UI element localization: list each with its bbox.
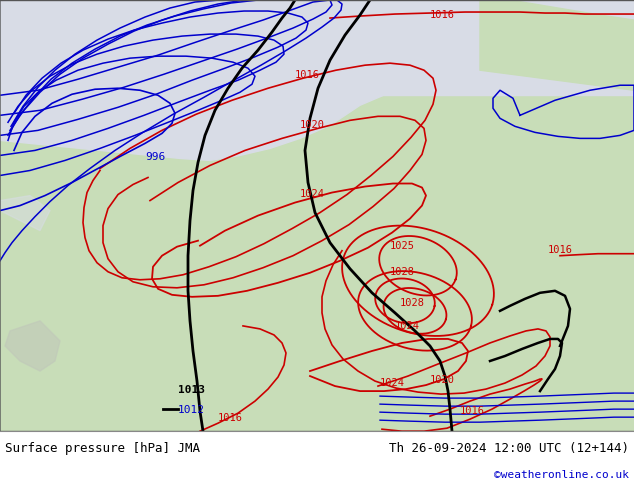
- Text: 1016: 1016: [430, 10, 455, 20]
- Text: 1020: 1020: [430, 375, 455, 385]
- Text: Th 26-09-2024 12:00 UTC (12+144): Th 26-09-2024 12:00 UTC (12+144): [389, 442, 629, 455]
- Text: 1028: 1028: [390, 267, 415, 277]
- Polygon shape: [5, 321, 60, 371]
- Text: 996: 996: [145, 152, 165, 163]
- Text: 1016: 1016: [295, 70, 320, 80]
- Polygon shape: [0, 0, 634, 160]
- Text: ©weatheronline.co.uk: ©weatheronline.co.uk: [494, 470, 629, 480]
- Text: 1025: 1025: [390, 241, 415, 251]
- Polygon shape: [480, 0, 634, 90]
- Text: 1020: 1020: [300, 121, 325, 130]
- Polygon shape: [0, 196, 50, 231]
- Text: 1016: 1016: [218, 413, 243, 423]
- Text: Surface pressure [hPa] JMA: Surface pressure [hPa] JMA: [5, 442, 200, 455]
- Text: 1012: 1012: [178, 405, 205, 415]
- Text: 1016: 1016: [548, 245, 573, 255]
- Text: 1016: 1016: [460, 406, 485, 416]
- Text: 1024: 1024: [300, 189, 325, 198]
- Text: 1024: 1024: [395, 321, 420, 331]
- Text: 1028: 1028: [400, 298, 425, 308]
- Text: 1013: 1013: [178, 385, 205, 395]
- Text: 1024: 1024: [380, 378, 405, 388]
- Polygon shape: [0, 0, 634, 95]
